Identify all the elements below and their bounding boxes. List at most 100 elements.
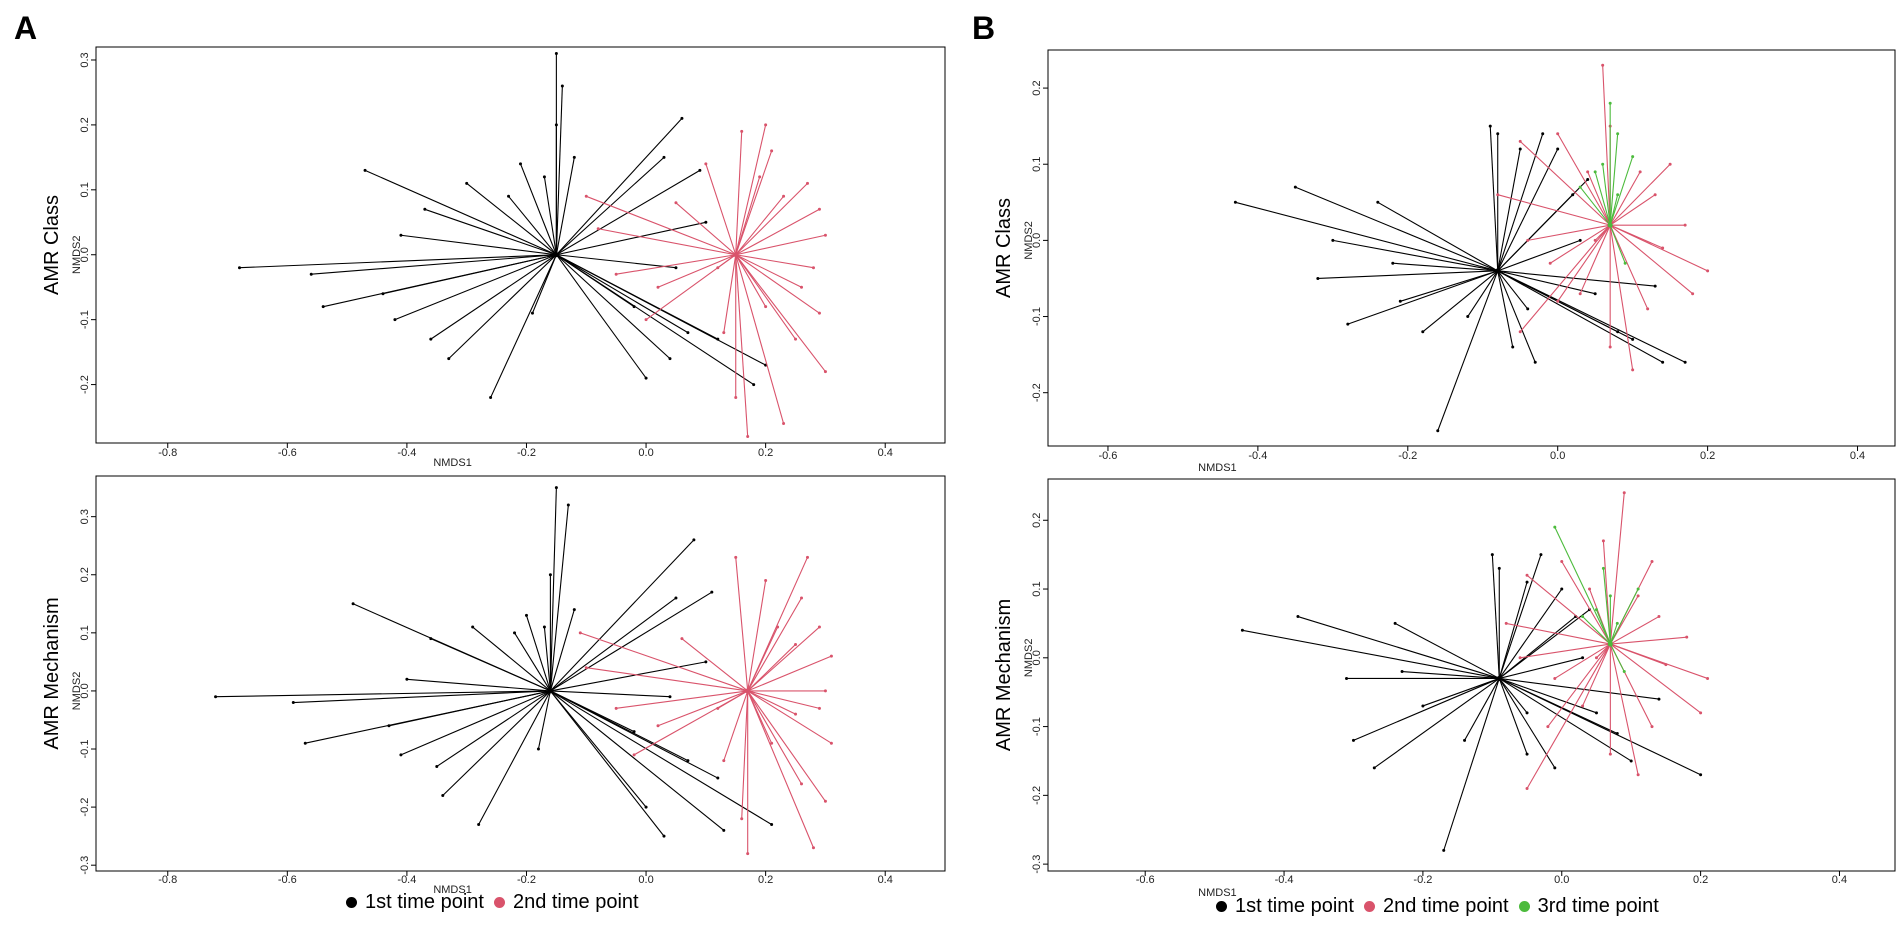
- data-point: [1496, 132, 1500, 136]
- x-tick-label: 0.2: [1693, 874, 1708, 886]
- spider-line: [616, 254, 736, 275]
- data-point: [698, 168, 702, 172]
- data-point: [1581, 704, 1585, 708]
- data-point: [686, 331, 690, 335]
- data-point: [805, 181, 809, 185]
- spider-line: [1497, 239, 1581, 272]
- data-point: [1608, 594, 1612, 598]
- data-point: [811, 266, 815, 270]
- spider-line: [436, 690, 551, 767]
- spider-line: [735, 254, 820, 314]
- data-point: [303, 741, 307, 745]
- y-axis-label: NMDS2: [71, 235, 83, 274]
- spider-line: [1520, 643, 1611, 659]
- spider-line: [400, 234, 557, 256]
- data-point: [1548, 261, 1552, 265]
- data-point: [1699, 711, 1703, 715]
- spider-line: [549, 539, 695, 692]
- data-point: [1706, 676, 1710, 680]
- data-point: [429, 337, 433, 341]
- legend-panel-a: 1st time point 2nd time point: [346, 891, 639, 914]
- legend-panel-b: 1st time point 2nd time point 3rd time p…: [1216, 895, 1659, 918]
- data-point: [1578, 238, 1582, 242]
- x-tick-label: -0.2: [517, 447, 536, 459]
- y-tick-label: -0.2: [1031, 383, 1043, 402]
- spider-line: [1422, 677, 1500, 707]
- spider-line: [555, 254, 647, 379]
- spider-line: [747, 655, 832, 692]
- spider-line: [549, 690, 665, 837]
- spider-line: [1519, 140, 1611, 226]
- series-2nd-time-point: [1496, 63, 1710, 372]
- centroid-point: [1495, 268, 1501, 274]
- y-tick-label: -0.2: [1031, 786, 1043, 805]
- data-point: [477, 823, 481, 827]
- data-point: [441, 793, 445, 797]
- data-point: [704, 220, 708, 224]
- x-tick-label: -0.6: [278, 874, 297, 886]
- data-point: [1496, 193, 1500, 197]
- series-1st-time-point: [214, 486, 774, 838]
- y-tick-label: 0.2: [79, 117, 91, 132]
- spider-line: [717, 254, 737, 269]
- data-point: [405, 677, 409, 681]
- spider-line: [681, 638, 749, 692]
- spider-line: [1498, 554, 1542, 679]
- x-axis-label: NMDS1: [433, 457, 472, 469]
- data-point: [584, 194, 588, 198]
- data-point: [513, 631, 517, 635]
- spider-line: [1497, 148, 1521, 271]
- y-tick-label: 0.1: [79, 182, 91, 197]
- data-point: [489, 396, 493, 400]
- y-tick-label: 0.3: [79, 52, 91, 67]
- spider-line: [747, 690, 820, 709]
- data-point: [399, 753, 403, 757]
- data-point: [381, 292, 385, 296]
- data-point: [1594, 656, 1598, 660]
- spider-line: [1609, 492, 1625, 645]
- spider-line: [657, 690, 748, 727]
- data-point: [805, 555, 809, 559]
- row-label: AMR Mechanism: [41, 597, 63, 749]
- spider-line: [1347, 270, 1498, 325]
- data-point: [794, 712, 798, 716]
- spider-line: [735, 557, 749, 691]
- x-tick-label: -0.4: [397, 447, 416, 459]
- y-tick-label: 0.3: [79, 509, 91, 524]
- spider-line: [1596, 643, 1611, 659]
- spider-line: [1594, 171, 1611, 226]
- spider-line: [735, 176, 761, 255]
- centroid-point: [1496, 675, 1502, 681]
- spider-line: [1506, 622, 1611, 645]
- data-point: [1636, 773, 1640, 777]
- data-point: [1525, 752, 1529, 756]
- data-point: [507, 194, 511, 198]
- spider-line: [1235, 201, 1498, 272]
- data-point: [1346, 322, 1350, 326]
- x-tick-label: 0.4: [878, 874, 893, 886]
- y-tick-label: 0.2: [1031, 80, 1043, 95]
- centroid-point: [1607, 641, 1613, 647]
- data-point: [1638, 170, 1642, 174]
- spider-line: [735, 254, 785, 424]
- data-point: [1616, 330, 1620, 334]
- spider-line: [1554, 526, 1611, 645]
- data-point: [1518, 147, 1522, 151]
- spider-line: [550, 591, 713, 692]
- spider-line: [1497, 133, 1544, 272]
- spider-line: [616, 690, 748, 709]
- spider-line: [735, 254, 802, 288]
- data-point: [1560, 560, 1564, 564]
- spider-line: [1610, 636, 1687, 645]
- centroid-point: [733, 252, 739, 258]
- y-tick-label: 0.0: [79, 683, 91, 698]
- data-point: [644, 376, 648, 380]
- spider-line: [1579, 186, 1611, 226]
- data-point: [1233, 200, 1237, 204]
- spider-line: [1497, 270, 1536, 363]
- data-point: [1526, 307, 1530, 311]
- data-point: [1421, 330, 1425, 334]
- data-point: [1511, 345, 1515, 349]
- y-axis-label: NMDS2: [71, 672, 83, 711]
- data-point: [704, 162, 708, 166]
